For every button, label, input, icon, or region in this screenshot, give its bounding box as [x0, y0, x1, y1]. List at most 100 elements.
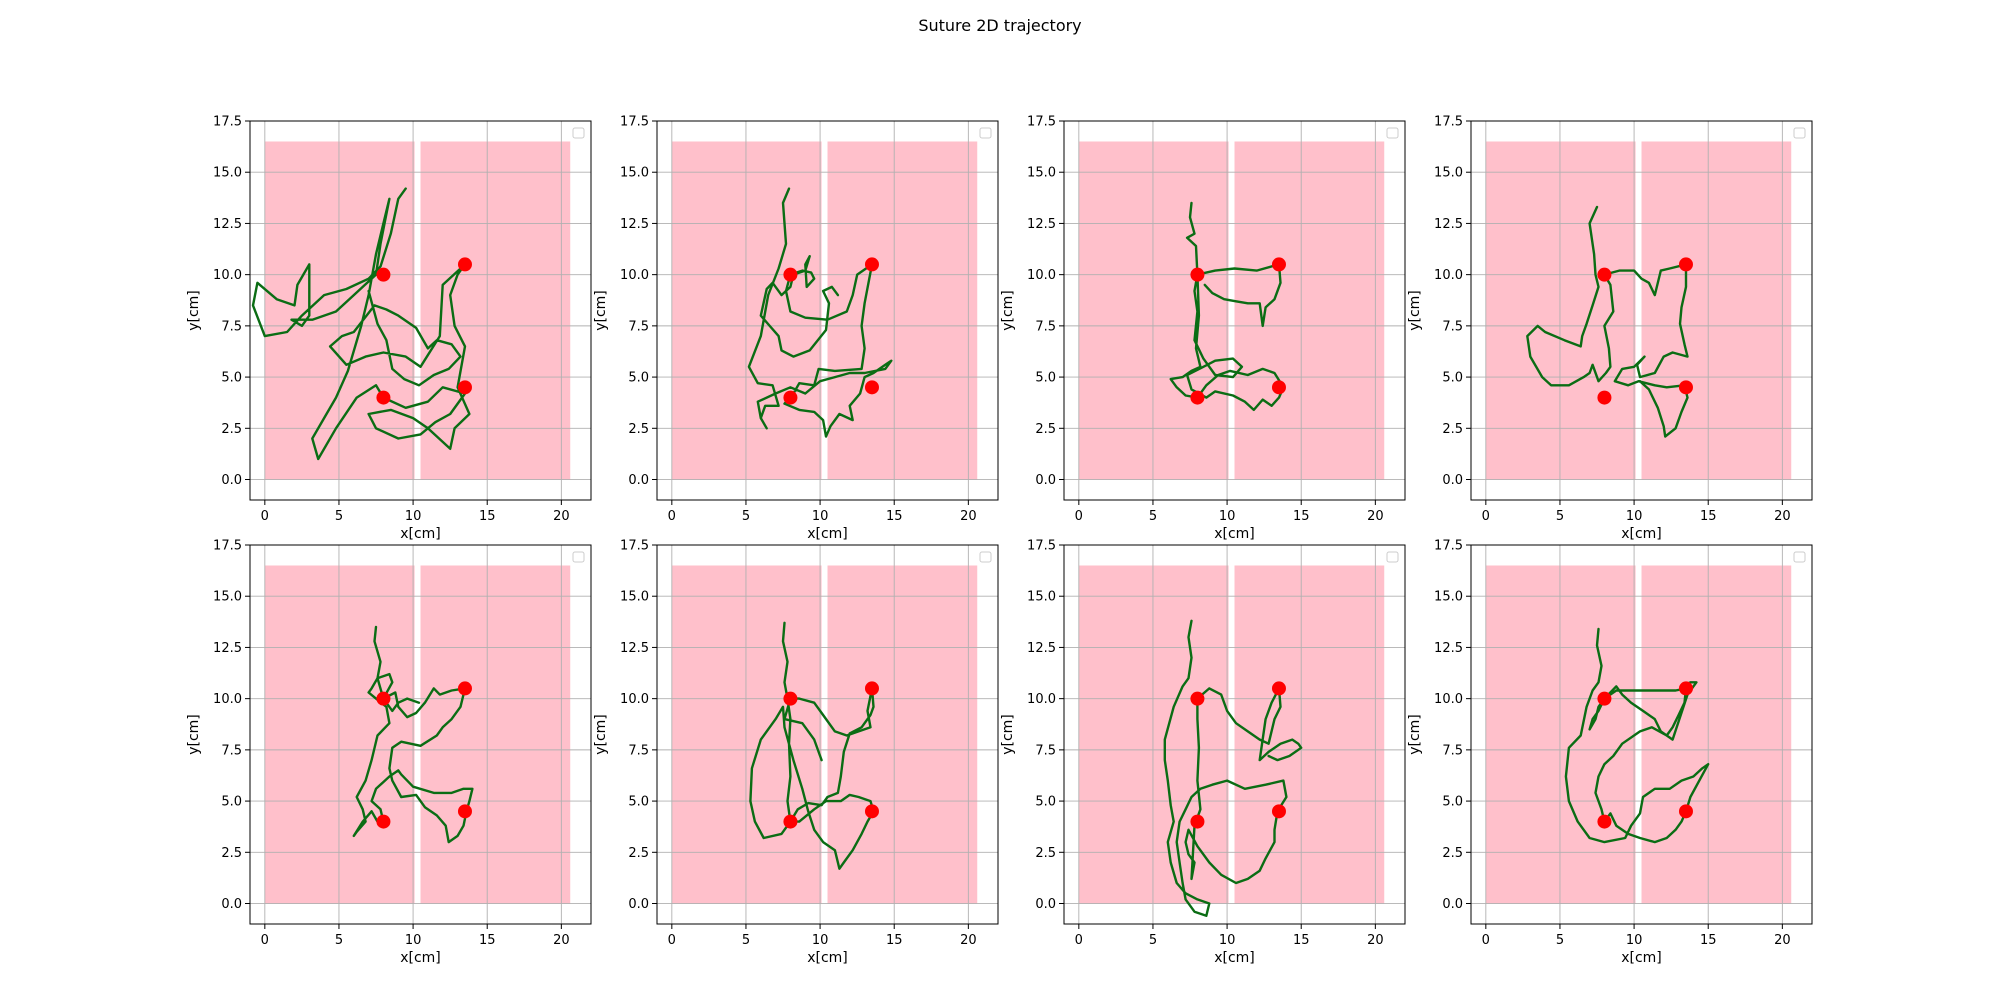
y-tick-label: 15.0	[1434, 590, 1463, 605]
y-tick-label: 2.5	[628, 422, 649, 437]
y-tick-label: 2.5	[628, 846, 649, 861]
y-tick-label: 0.0	[1035, 897, 1056, 912]
legend-box	[572, 127, 585, 139]
x-tick-label: 20	[553, 933, 570, 948]
y-tick-label: 7.5	[1442, 319, 1463, 334]
suture-pad	[420, 565, 571, 904]
target-point	[1271, 804, 1286, 819]
axes-frame	[1063, 544, 1406, 925]
y-tick-label: 15.0	[1027, 590, 1056, 605]
target-point	[376, 814, 391, 829]
x-tick-label: 15	[1293, 509, 1310, 524]
suture-pad	[264, 565, 415, 904]
x-tick-label: 0	[668, 933, 676, 948]
target-point	[1190, 691, 1205, 706]
x-tick-label: 20	[553, 509, 570, 524]
target-point	[783, 814, 798, 829]
y-tick-label: 15.0	[213, 590, 242, 605]
x-tick-label: 15	[479, 509, 496, 524]
x-tick-label: 20	[1774, 933, 1791, 948]
subplot: 0 5 10 15 20 0.0 2.5 5.0 7.5 10.0 12.5 15.0 17.5 x[cm…	[1000, 539, 1406, 966]
y-tick-label: 0.0	[1442, 473, 1463, 488]
trajectory-line	[251, 187, 471, 461]
x-tick-label: 5	[742, 933, 750, 948]
suture-pad	[1485, 565, 1636, 904]
x-tick-label: 20	[960, 933, 977, 948]
y-tick-label: 2.5	[1035, 846, 1056, 861]
trajectory-line	[747, 187, 893, 438]
legend-box	[979, 127, 992, 139]
y-tick-label: 17.5	[213, 539, 242, 554]
target-point	[1597, 691, 1612, 706]
y-tick-label: 10.0	[620, 692, 649, 707]
x-tick-label: 20	[1367, 509, 1384, 524]
x-tick-label: 5	[1556, 509, 1564, 524]
x-tick-label: 10	[1219, 933, 1236, 948]
x-axis-label: x[cm]	[400, 950, 441, 966]
y-tick-label: 0.0	[1035, 473, 1056, 488]
x-tick-label: 15	[1293, 933, 1310, 948]
subplot-grid: 0 5 10 15 20 0.0 2.5 5.0 7.5 10.0 12.5 15.0 17.5 x[cm…	[186, 115, 1813, 966]
target-point	[376, 691, 391, 706]
y-tick-label: 10.0	[1027, 268, 1056, 283]
y-tick-label: 17.5	[1027, 539, 1056, 554]
y-tick-label: 5.0	[628, 371, 649, 386]
trajectory-line	[749, 621, 875, 870]
y-tick-label: 10.0	[213, 692, 242, 707]
x-tick-label: 20	[960, 509, 977, 524]
x-tick-label: 15	[1700, 509, 1717, 524]
target-point	[783, 691, 798, 706]
trajectory-line	[1526, 205, 1689, 438]
axes-frame	[1470, 120, 1813, 501]
x-tick-label: 10	[1219, 509, 1236, 524]
target-point	[1678, 257, 1693, 272]
y-tick-label: 2.5	[1035, 422, 1056, 437]
y-tick-label: 17.5	[1434, 539, 1463, 554]
x-tick-label: 15	[886, 933, 903, 948]
trajectory-line	[1169, 201, 1285, 412]
x-axis-label: x[cm]	[1621, 950, 1662, 966]
y-tick-label: 17.5	[620, 539, 649, 554]
y-tick-label: 10.0	[213, 268, 242, 283]
suture-pad	[1078, 565, 1229, 904]
y-tick-label: 17.5	[620, 115, 649, 130]
target-point	[783, 390, 798, 405]
y-tick-label: 12.5	[213, 641, 242, 656]
y-tick-label: 12.5	[1434, 217, 1463, 232]
target-point	[1678, 681, 1693, 696]
target-point	[1678, 804, 1693, 819]
y-tick-label: 15.0	[213, 166, 242, 181]
y-tick-label: 17.5	[213, 115, 242, 130]
axes-frame	[656, 544, 999, 925]
y-axis-label: y[cm]	[186, 290, 202, 331]
x-axis-label: x[cm]	[1214, 950, 1255, 966]
target-point	[457, 804, 472, 819]
y-tick-label: 10.0	[620, 268, 649, 283]
legend-box	[979, 551, 992, 563]
target-point	[1271, 681, 1286, 696]
y-tick-label: 2.5	[221, 422, 242, 437]
y-tick-label: 7.5	[1442, 743, 1463, 758]
legend-box	[572, 551, 585, 563]
subplot: 0 5 10 15 20 0.0 2.5 5.0 7.5 10.0 12.5 15.0 17.5 x[cm…	[1407, 115, 1813, 542]
y-tick-label: 10.0	[1027, 692, 1056, 707]
legend-box	[1386, 127, 1399, 139]
axes-frame	[656, 120, 999, 501]
y-tick-label: 2.5	[1442, 846, 1463, 861]
x-tick-label: 0	[261, 509, 269, 524]
target-point	[1190, 814, 1205, 829]
y-tick-label: 7.5	[628, 743, 649, 758]
x-tick-label: 10	[1626, 509, 1643, 524]
target-point	[457, 257, 472, 272]
x-axis-label: x[cm]	[807, 526, 848, 542]
x-tick-label: 0	[1482, 509, 1490, 524]
y-tick-label: 0.0	[628, 473, 649, 488]
x-tick-label: 10	[405, 509, 422, 524]
x-axis-label: x[cm]	[807, 950, 848, 966]
target-point	[1190, 390, 1205, 405]
suture-pad	[420, 141, 571, 480]
y-tick-label: 7.5	[221, 319, 242, 334]
y-tick-label: 7.5	[1035, 319, 1056, 334]
target-point	[376, 267, 391, 282]
y-tick-label: 12.5	[620, 217, 649, 232]
